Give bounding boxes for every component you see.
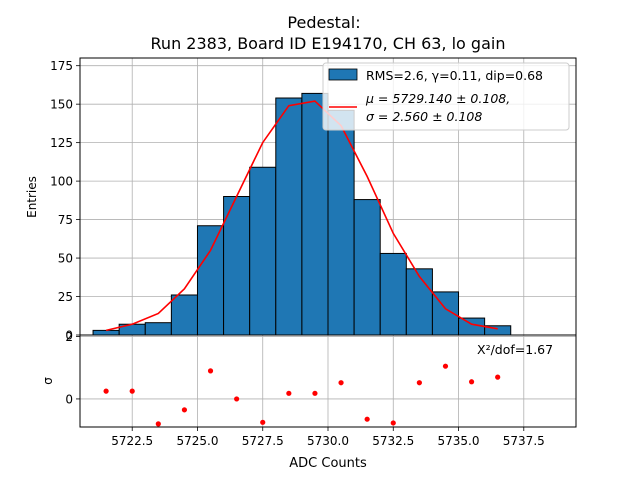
residual-panel: 02 5722.5 5725.0 5727.5 5730.0 5732.5 5735.0 5… [65,330,577,448]
residual-point [468,379,475,385]
legend-hist-swatch [328,68,358,81]
legend-hist-label: RMS=2.6, γ=0.11, dip=0.68 [366,68,543,83]
y-tick-label: 125 [50,136,73,150]
bottom-axes-frame [79,334,577,428]
residual-points [103,363,501,427]
residual-point [181,407,188,413]
histogram-bar [92,329,120,336]
histogram-bar [301,92,329,336]
residual-point [260,419,266,425]
bottom-y-ticks: 02 [65,330,80,406]
residual-point [442,363,449,369]
histogram-bar [144,322,172,336]
x-ticks: 5722.5 5725.0 5727.5 5730.0 5732.5 5735.0 5737… [111,427,545,448]
y-tick-label: 50 [58,252,73,266]
histogram-panel: 0 25 50 75 100 125 150 175 [50,57,577,343]
residual-point [286,390,292,396]
residual-point [234,396,240,402]
residual-y-tick-label: 0 [65,392,73,406]
histogram-bar [353,199,381,336]
fit-curve-line [105,100,498,332]
legend-fit-label-line1: μ = 5729.140 ± 0.108, [365,91,510,106]
histogram-bar [379,252,407,336]
bottom-grid [80,335,576,427]
x-axis-label: ADC Counts [289,456,367,471]
y-tick-label: 150 [50,98,73,112]
x-tick-label: 5737.5 [503,434,545,448]
residual-point [495,374,501,380]
x-tick-label: 5727.5 [242,434,284,448]
residual-y-axis-label: σ [41,377,55,385]
x-tick-label: 5735.0 [438,434,480,448]
top-y-ticks: 0 25 50 75 100 125 150 175 [50,59,80,343]
legend-box [322,62,570,131]
y-tick-label: 175 [50,59,73,73]
fit-curve [105,100,498,332]
residual-point [364,416,370,422]
residual-point [155,421,161,427]
y-axis-label: Entries [25,176,39,218]
residual-point [103,388,109,394]
histogram-bar [327,109,355,336]
x-tick-label: 5732.5 [372,434,414,448]
residual-point [312,390,318,396]
chart-title: Pedestal: [287,13,360,32]
histogram-bar [196,225,225,336]
histogram-bar [170,294,198,336]
histogram-bars [92,92,512,336]
y-tick-label: 0 [65,329,73,343]
x-tick-label: 5730.0 [307,434,349,448]
residual-point [207,368,214,374]
legend-fit-label-line2: σ = 2.560 ± 0.108 [366,109,482,124]
y-tick-label: 75 [58,213,73,227]
residual-point [416,380,422,386]
legend: RMS=2.6, γ=0.11, dip=0.68 μ = 5729.140 ±… [322,62,570,131]
residual-point [390,420,396,426]
residual-point [338,380,344,386]
y-tick-label: 100 [50,175,73,189]
histogram-bar [249,166,277,336]
x-tick-label: 5725.0 [176,434,218,448]
x-tick-label: 5722.5 [111,434,153,448]
histogram-bar [275,97,303,336]
residual-y-tick-label: 2 [65,330,73,344]
residual-point [129,388,135,394]
residual-annotation: X²/dof=1.67 [477,342,553,357]
y-tick-label: 25 [58,290,73,304]
chart-subtitle: Run 2383, Board ID E194170, CH 63, lo ga… [151,34,506,53]
histogram-bar [223,196,251,336]
histogram-bar [405,268,433,336]
